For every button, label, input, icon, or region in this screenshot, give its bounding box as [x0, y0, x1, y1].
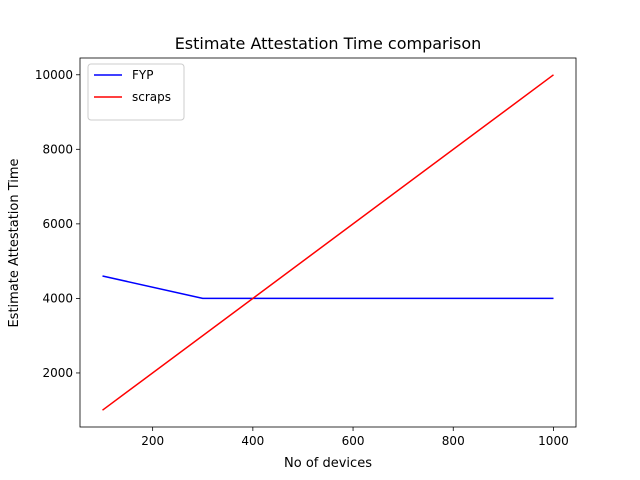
legend: FYP scraps: [87, 63, 185, 121]
y-axis-ticks: 2000 4000 6000 8000 10000: [35, 68, 80, 380]
y-axis-label: Estimate Attestation Time: [7, 158, 22, 327]
x-axis-ticks: 200 400 600 800 1000: [141, 427, 569, 448]
y-tick-label: 4000: [42, 291, 73, 305]
x-tick-label: 1000: [538, 434, 569, 448]
series-line-fyp: [102, 275, 554, 300]
plot-area: [79, 57, 577, 428]
y-tick-label: 2000: [42, 366, 73, 380]
chart-title: Estimate Attestation Time comparison: [175, 34, 482, 53]
plot-frame: [79, 57, 577, 428]
y-tick-label: 8000: [42, 142, 73, 156]
x-tick-label: 200: [141, 434, 164, 448]
legend-label: scraps: [132, 90, 171, 104]
legend-box: [87, 63, 185, 121]
x-tick-label: 800: [442, 434, 465, 448]
series-layer: [102, 74, 554, 411]
y-tick-label: 10000: [35, 68, 73, 82]
x-tick-label: 400: [241, 434, 264, 448]
series-line-scraps: [102, 74, 554, 411]
x-tick-label: 600: [342, 434, 365, 448]
x-axis-label: No of devices: [284, 456, 372, 471]
legend-label: FYP: [132, 68, 153, 82]
y-tick-label: 6000: [42, 217, 73, 231]
